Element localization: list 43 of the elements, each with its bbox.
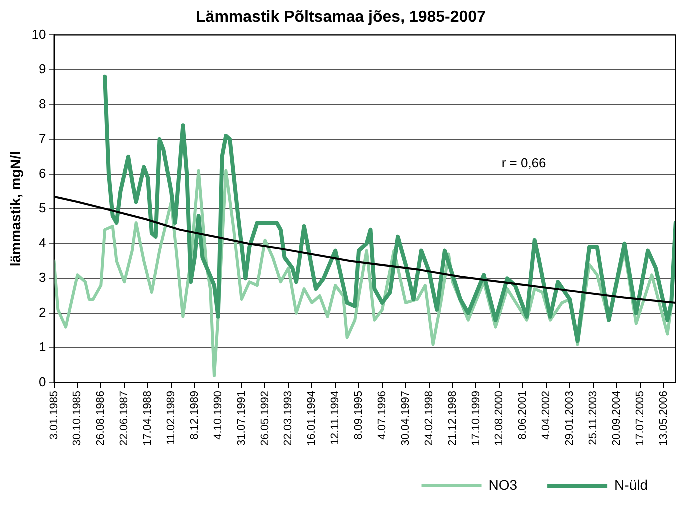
y-tick-label: 6 — [39, 166, 46, 181]
y-tick-label: 4 — [39, 235, 46, 250]
y-tick-label: 2 — [39, 304, 46, 320]
y-tick-label: 9 — [39, 62, 46, 77]
x-tick-label: 4.07.1996 — [376, 390, 388, 440]
x-tick-label: 4.04.2002 — [540, 390, 553, 440]
y-tick-label: 0 — [39, 374, 46, 390]
x-tick-label: 26.08.1986 — [95, 390, 108, 446]
y-tick-label: 8 — [39, 96, 46, 112]
x-tick-label: 12.11.1994 — [330, 390, 342, 446]
x-tick-label: 17.10.1999 — [470, 390, 482, 446]
x-tick-label: 21.12.1998 — [446, 390, 459, 446]
x-tick-label: 31.07.1991 — [236, 390, 248, 446]
y-tick-label: 10 — [32, 26, 46, 42]
legend-label: NO3 — [488, 476, 518, 493]
x-tick-label: 30.04.1997 — [400, 390, 412, 446]
x-tick-label: 17.07.2005 — [634, 390, 646, 446]
x-tick-label: 16.01.1994 — [306, 390, 318, 446]
annotation: r = 0,66 — [502, 155, 546, 170]
x-tick-label: 4.10.1990 — [212, 390, 224, 440]
x-tick-label: 8.12.1989 — [188, 390, 201, 440]
y-tick-label: 5 — [39, 200, 46, 216]
x-tick-label: 20.09.2004 — [610, 390, 623, 446]
legend-label: N-üld — [614, 476, 648, 493]
x-tick-label: 8.09.1995 — [353, 390, 366, 440]
x-tick-label: 22.06.1987 — [118, 390, 131, 446]
y-tick-label: 7 — [39, 131, 46, 146]
y-tick-label: 3 — [39, 270, 46, 286]
y-tick-label: 1 — [39, 340, 46, 355]
x-tick-label: 22.03.1993 — [282, 390, 295, 446]
x-tick-label: 3.01.1985 — [48, 390, 60, 440]
x-tick-label: 24.02.1998 — [423, 390, 436, 446]
x-tick-label: 11.02.1989 — [166, 390, 178, 446]
x-tick-label: 29.01.2003 — [564, 390, 576, 446]
y-axis-title: lämmastik, mgN/l — [7, 151, 24, 267]
x-tick-label: 13.05.2006 — [658, 390, 670, 446]
x-tick-label: 8.06.2001 — [517, 390, 530, 440]
x-tick-label: 25.11.2003 — [587, 390, 600, 446]
x-tick-label: 12.08.2000 — [494, 390, 506, 446]
x-tick-label: 17.04.1988 — [142, 390, 154, 446]
x-tick-label: 26.05.1992 — [259, 390, 272, 446]
chart-title: Lämmastik Põltsamaa jões, 1985-2007 — [196, 9, 486, 26]
x-tick-label: 30.10.1985 — [72, 390, 84, 446]
